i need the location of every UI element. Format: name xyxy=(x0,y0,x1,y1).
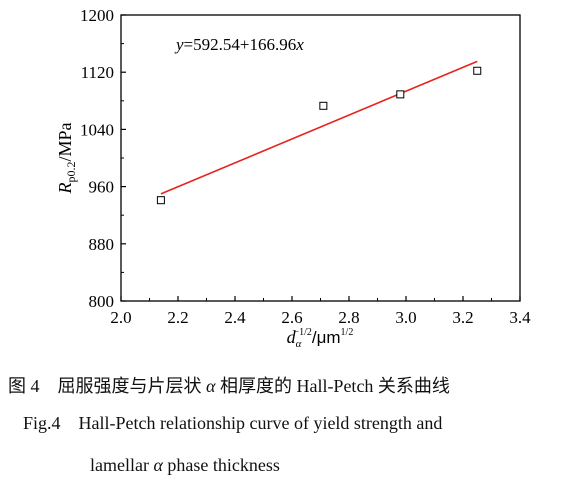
data-point xyxy=(473,66,482,75)
equation-annotation: y=592.54+166.96x xyxy=(174,35,304,54)
x-axis-label: dα−1/2/μm1/2 xyxy=(287,327,354,350)
x-tick-label: 2.8 xyxy=(338,308,359,327)
caption-english-line2: lamellar α phase thickness xyxy=(90,455,567,476)
caption-en-alpha: α xyxy=(153,455,163,475)
caption-cn-text-1: 屈服强度与片层状 xyxy=(57,376,206,396)
x-tick-label: 2.0 xyxy=(110,308,131,327)
caption-cn-prefix: 图 4 xyxy=(8,376,40,396)
fit-line-group xyxy=(160,60,478,195)
y-tick-label: 1120 xyxy=(81,63,114,82)
x-tick-label: 2.6 xyxy=(281,308,302,327)
x-tick-label: 3.4 xyxy=(509,308,531,327)
x-tick-label: 2.2 xyxy=(167,308,188,327)
y-axis-label: Rp0.2/MPa xyxy=(55,122,78,194)
caption-cn-text-2: 相厚度的 Hall-Petch 关系曲线 xyxy=(215,376,450,396)
data-point xyxy=(319,101,328,110)
plot-area xyxy=(120,14,521,302)
x-tick-label: 3.0 xyxy=(395,308,416,327)
fit-line xyxy=(160,60,478,195)
data-point xyxy=(396,90,405,99)
x-tick-label: 2.4 xyxy=(224,308,246,327)
caption-english-line1: Fig.4 Hall-Petch relationship curve of y… xyxy=(23,413,567,434)
x-tick-label: 3.2 xyxy=(452,308,473,327)
y-tick-label: 1200 xyxy=(80,6,114,25)
caption-en-line2-a: lamellar xyxy=(90,455,154,475)
y-tick-label: 800 xyxy=(89,292,115,311)
y-tick-label: 880 xyxy=(89,235,115,254)
data-point xyxy=(156,196,165,205)
hall-petch-chart: 2.0 2.2 2.4 2.6 2.8 3.0 3.2 3.4 800 880 960 1040 112… xyxy=(55,6,531,350)
caption-cn-alpha: α xyxy=(206,376,216,396)
axis-ticks: 2.0 2.2 2.4 2.6 2.8 3.0 3.2 3.4 800 880 960 1040 112… xyxy=(80,6,531,327)
caption-chinese: 图 4 屈服强度与片层状 α 相厚度的 Hall-Petch 关系曲线 xyxy=(8,372,567,398)
y-tick-label: 1040 xyxy=(80,120,114,139)
data-points xyxy=(156,66,482,205)
caption-en-line2-b: phase thickness xyxy=(162,455,280,475)
plot-frame xyxy=(120,14,521,302)
caption-en-line1: Hall-Petch relationship curve of yield s… xyxy=(78,413,443,433)
caption-en-prefix: Fig.4 xyxy=(23,413,61,433)
y-tick-label: 960 xyxy=(89,178,115,197)
